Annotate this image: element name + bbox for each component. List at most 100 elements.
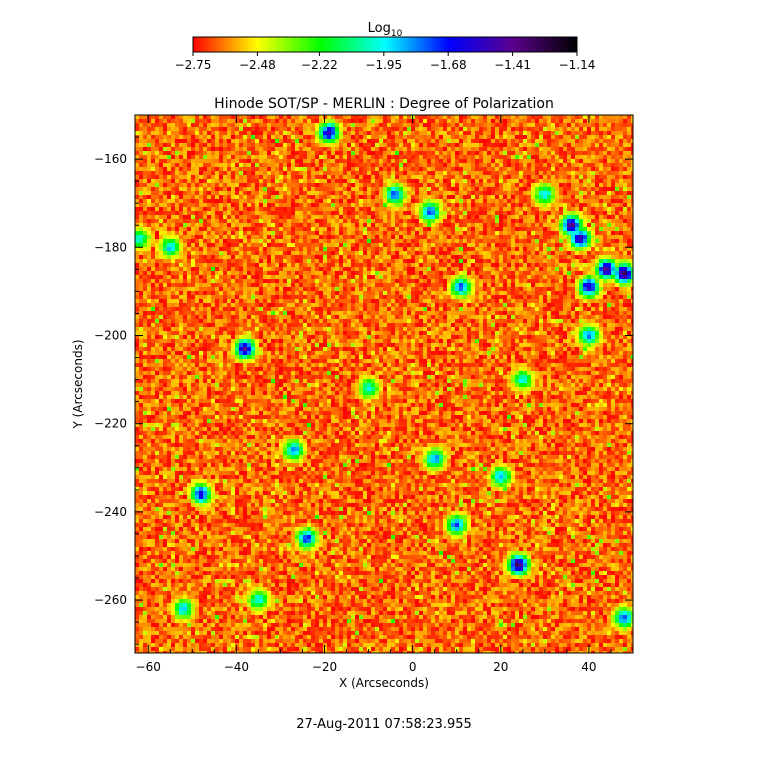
heatmap-cell [223,239,228,244]
heatmap-cell [399,195,404,200]
heatmap-cell [383,267,388,272]
heatmap-cell [591,147,596,152]
heatmap-cell [267,227,272,232]
heatmap-cell [251,215,256,220]
heatmap-cell [275,243,280,248]
heatmap-cell [463,223,468,228]
heatmap-cell [527,211,532,216]
heatmap-cell [423,263,428,268]
heatmap-cell [303,215,308,220]
heatmap-cell [615,259,620,264]
heatmap-cell [259,199,264,204]
heatmap-cell [423,155,428,160]
heatmap-cell [143,259,148,264]
heatmap-cell [371,223,376,228]
heatmap-cell [519,259,524,264]
heatmap-cell [491,271,496,276]
heatmap-cell [251,115,256,120]
heatmap-cell [203,271,208,276]
heatmap-cell [531,203,536,208]
heatmap-cell [371,167,376,172]
heatmap-cell [331,187,336,192]
heatmap-cell [235,115,240,120]
heatmap-cell [523,115,528,120]
heatmap-cell [491,267,496,272]
heatmap-cell [259,131,264,136]
heatmap-cell [387,155,392,160]
heatmap-cell [199,171,204,176]
heatmap-cell [215,175,220,180]
heatmap-cell [487,155,492,160]
heatmap-cell [379,155,384,160]
heatmap-cell [435,191,440,196]
heatmap-cell [155,195,160,200]
heatmap-cell [391,139,396,144]
heatmap-cell [371,207,376,212]
heatmap-cell [359,267,364,272]
heatmap-cell [235,187,240,192]
heatmap-cell [383,143,388,148]
heatmap-cell [551,259,556,264]
heatmap-cell [311,127,316,132]
heatmap-cell [451,271,456,276]
heatmap-cell [431,127,436,132]
heatmap-cell [247,215,252,220]
heatmap-cell [387,167,392,172]
heatmap-cell [399,211,404,216]
heatmap-cell [527,119,532,124]
heatmap-cell [439,247,444,252]
heatmap-cell [395,175,400,180]
heatmap-cell [519,195,524,200]
heatmap-cell [247,123,252,128]
heatmap-cell [239,199,244,204]
heatmap-cell [247,211,252,216]
heatmap-cell [371,175,376,180]
heatmap-cell [539,243,544,248]
heatmap-cell [531,219,536,224]
heatmap-cell [143,223,148,228]
heatmap-cell [467,159,472,164]
heatmap-cell [307,259,312,264]
heatmap-cell [179,167,184,172]
heatmap-cell [447,139,452,144]
heatmap-cell [359,155,364,160]
heatmap-cell [503,155,508,160]
heatmap-cell [611,191,616,196]
heatmap-cell [339,235,344,240]
heatmap-cell [351,191,356,196]
heatmap-cell [223,207,228,212]
heatmap-cell [547,139,552,144]
heatmap-cell [507,163,512,168]
heatmap-cell [263,163,268,168]
heatmap-cell [175,191,180,196]
heatmap-cell [555,151,560,156]
heatmap-cell [135,119,140,124]
heatmap-cell [399,187,404,192]
heatmap-cell [235,159,240,164]
heatmap-cell [559,163,564,168]
heatmap-cell [267,147,272,152]
heatmap-cell [567,159,572,164]
heatmap-cell [375,259,380,264]
heatmap-cell [335,135,340,140]
heatmap-cell [247,223,252,228]
heatmap-cell [375,183,380,188]
heatmap-cell [623,175,628,180]
heatmap-cell [259,243,264,248]
heatmap-cell [231,115,236,120]
heatmap-cell [239,127,244,132]
heatmap-cell [487,127,492,132]
heatmap-cell [563,159,568,164]
heatmap-cell [307,183,312,188]
heatmap-cell [395,247,400,252]
heatmap-cell [507,119,512,124]
heatmap-cell [287,211,292,216]
heatmap-cell [223,263,228,268]
heatmap-cell [327,159,332,164]
heatmap-cell [155,155,160,160]
heatmap-cell [251,255,256,260]
heatmap-cell [431,119,436,124]
heatmap-cell [479,163,484,168]
heatmap-cell [323,179,328,184]
heatmap-cell [451,171,456,176]
